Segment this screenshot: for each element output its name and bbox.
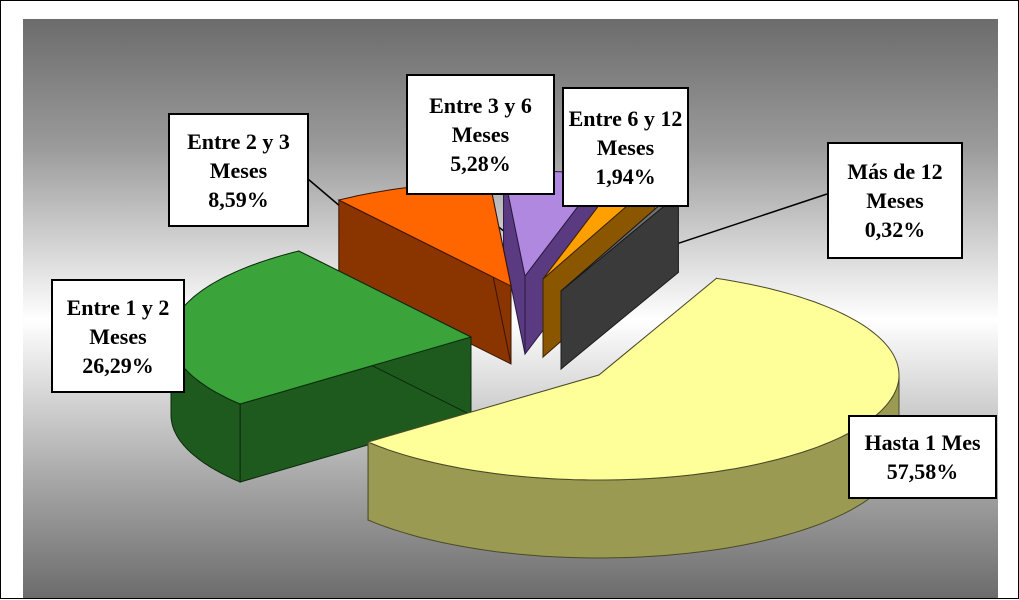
- slice-label-line: Meses: [89, 323, 147, 349]
- slice-label-hasta-1-mes: Hasta 1 Mes 57,58%: [848, 415, 997, 499]
- slice-label-line: Entre 2 y 3: [187, 128, 290, 154]
- slice-value-label: 1,94%: [595, 163, 656, 189]
- slice-label-line: Hasta 1 Mes: [864, 430, 981, 455]
- slice-top-face: [366, 277, 900, 481]
- slice-label-line: Meses: [866, 188, 924, 213]
- pie-slice-1: [170, 250, 473, 483]
- slice-label-line: Entre 3 y 6: [429, 93, 532, 118]
- slice-value-label: 57,58%: [886, 459, 959, 484]
- slice-label-line: Meses: [451, 122, 510, 147]
- slice-value-label: 26,29%: [82, 352, 154, 378]
- slice-label-mas-de-12: Más de 12 Meses 0,32%: [827, 142, 963, 259]
- slice-label-entre-3-y-6: Entre 3 y 6 Meses 5,28%: [406, 74, 555, 195]
- slice-label-line: Meses: [209, 157, 268, 183]
- slice-label-line: Entre 6 y 12: [568, 105, 683, 131]
- slice-value-label: 8,59%: [208, 186, 269, 212]
- slice-label-entre-1-y-2: Entre 1 y 2 Meses 26,29%: [51, 279, 185, 393]
- slice-label-line: Más de 12: [847, 159, 943, 184]
- slice-label-line: Entre 1 y 2: [66, 294, 170, 320]
- slice-value-label: 5,28%: [450, 151, 511, 176]
- slice-value-label: 0,32%: [864, 217, 926, 242]
- slice-label-line: Meses: [596, 134, 655, 160]
- slice-label-entre-2-y-3: Entre 2 y 3 Meses 8,59%: [168, 113, 309, 227]
- pie-slice-0: [366, 277, 900, 559]
- slice-label-entre-6-y-12: Entre 6 y 12 Meses 1,94%: [562, 87, 689, 207]
- pie-slice-5: [560, 192, 680, 371]
